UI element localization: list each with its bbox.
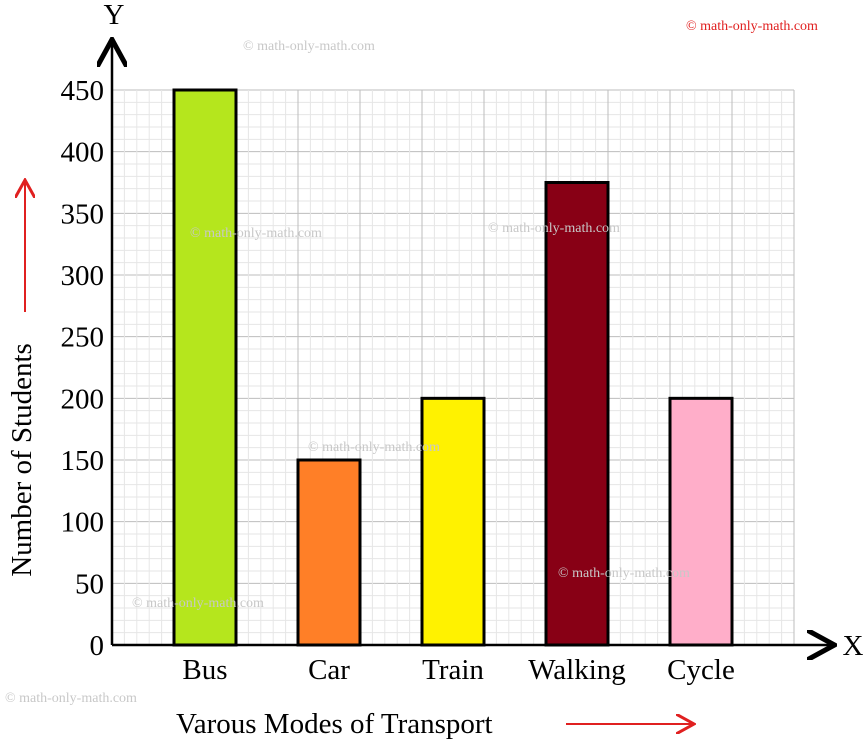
y-tick-label: 50	[75, 568, 104, 600]
watermark: © math-only-math.com	[558, 566, 690, 581]
y-tick-label: 100	[61, 507, 105, 539]
y-tick-label: 300	[61, 260, 105, 292]
y-tick-label: 400	[61, 137, 105, 169]
watermark-top-right: © math-only-math.com	[686, 19, 818, 34]
bar-cycle	[668, 396, 734, 647]
y-axis-letter: Y	[104, 0, 125, 31]
bars	[172, 88, 734, 647]
bar-bus	[172, 88, 238, 647]
x-tick-label: Bus	[182, 654, 227, 686]
watermark: © math-only-math.com	[308, 440, 440, 455]
watermark: © math-only-math.com	[243, 39, 375, 54]
x-axis-letter: X	[843, 630, 864, 662]
y-axis-label: Number of Students	[6, 343, 38, 577]
y-tick-label: 250	[61, 322, 105, 354]
y-tick-labels: 0 50 100 150 200 250 300 350 400 450	[61, 75, 105, 662]
y-tick-label: 450	[61, 75, 105, 107]
x-tick-label: Car	[308, 654, 350, 686]
y-tick-label: 0	[90, 630, 105, 662]
y-tick-label: 200	[61, 383, 105, 415]
x-tick-label: Walking	[528, 654, 626, 686]
y-tick-label: 350	[61, 198, 105, 230]
bar-train	[420, 396, 486, 647]
watermark: © math-only-math.com	[488, 221, 620, 236]
watermark: © math-only-math.com	[5, 691, 137, 706]
x-tick-label: Train	[422, 654, 484, 686]
bar-walking	[544, 181, 610, 647]
x-tick-labels: Bus Car Train Walking Cycle	[182, 654, 734, 686]
watermark: © math-only-math.com	[190, 226, 322, 241]
bar-car	[296, 458, 362, 647]
x-axis-label: Varous Modes of Transport	[176, 708, 493, 740]
x-tick-label: Cycle	[667, 654, 735, 686]
watermark: © math-only-math.com	[132, 596, 264, 611]
y-tick-label: 150	[61, 445, 105, 477]
